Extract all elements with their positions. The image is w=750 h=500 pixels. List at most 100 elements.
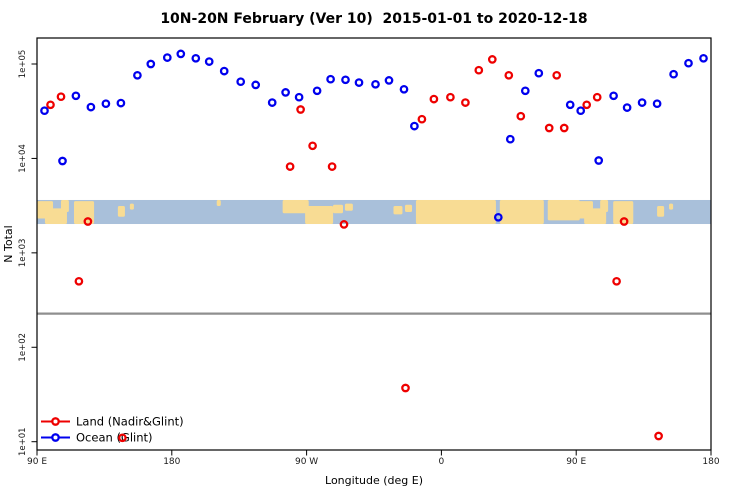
ocean-data-point bbox=[609, 91, 618, 101]
y-tick-label: 1e+03 bbox=[18, 239, 28, 268]
map-land-patch bbox=[305, 205, 334, 225]
ocean-data-point bbox=[341, 75, 350, 85]
land-data-point bbox=[582, 100, 592, 110]
x-tick-label: 90 E bbox=[27, 457, 47, 467]
land-data-point bbox=[46, 100, 55, 110]
y-axis-title: N Total bbox=[2, 225, 15, 262]
x-axis-title: Longitude (deg E) bbox=[325, 474, 423, 487]
map-land-patch bbox=[216, 199, 221, 206]
ocean-data-point bbox=[410, 121, 419, 131]
ocean-data-point bbox=[576, 106, 586, 116]
map-land-patch bbox=[657, 205, 665, 217]
land-data-point bbox=[56, 92, 66, 102]
ocean-data-point bbox=[594, 156, 604, 165]
map-land-patch bbox=[282, 199, 309, 214]
ocean-data-point bbox=[354, 78, 364, 87]
land-data-point bbox=[592, 92, 602, 102]
map-land-patch bbox=[499, 199, 544, 225]
ocean-data-point bbox=[219, 66, 229, 76]
land-data-point bbox=[296, 105, 305, 114]
x-tick-label: 180 bbox=[163, 457, 180, 467]
ocean-data-point bbox=[669, 69, 678, 79]
ocean-data-point bbox=[534, 68, 544, 78]
land-series-points bbox=[46, 55, 663, 443]
legend-ocean-circle-icon bbox=[51, 433, 60, 442]
map-land-patch bbox=[117, 205, 125, 217]
ocean-data-point bbox=[652, 99, 662, 109]
ocean-data-point bbox=[505, 134, 515, 144]
land-data-point bbox=[327, 162, 337, 171]
y-axis: 1e+05 1e+04 1e+03 1e+02 1e+01 bbox=[18, 50, 37, 456]
land-data-point bbox=[552, 70, 562, 80]
map-land-patch bbox=[613, 201, 634, 225]
y-tick-label: 1e+05 bbox=[18, 50, 28, 79]
ocean-data-point bbox=[493, 212, 503, 222]
land-data-point bbox=[619, 217, 629, 226]
land-data-point bbox=[339, 220, 349, 229]
ocean-data-point bbox=[384, 76, 394, 85]
legend-land-circle-icon bbox=[51, 417, 60, 426]
ocean-data-point bbox=[312, 86, 322, 96]
ocean-data-point bbox=[162, 53, 172, 62]
x-tick-label: 0 bbox=[439, 457, 445, 467]
ocean-data-point bbox=[191, 53, 201, 63]
land-data-point bbox=[544, 123, 554, 133]
ocean-data-point bbox=[86, 102, 96, 112]
map-land-patch bbox=[669, 203, 674, 210]
land-data-point bbox=[654, 431, 663, 441]
land-data-point bbox=[74, 276, 84, 286]
map-land-patch bbox=[44, 208, 67, 225]
land-data-point bbox=[487, 55, 497, 64]
ocean-data-point bbox=[520, 86, 530, 96]
ocean-data-point bbox=[133, 70, 142, 80]
ocean-data-point bbox=[399, 84, 409, 94]
legend-ocean-label: Ocean (Glint) bbox=[76, 431, 153, 445]
map-land-patch bbox=[415, 199, 496, 225]
x-axis: 90 E 180 90 W 0 90 E 180 bbox=[27, 450, 720, 467]
ocean-data-point bbox=[371, 79, 380, 89]
world-map-band bbox=[37, 199, 711, 225]
ocean-data-point bbox=[267, 98, 277, 107]
land-data-point bbox=[429, 94, 439, 104]
map-land-patch bbox=[600, 199, 609, 212]
map-land-patch bbox=[393, 205, 403, 215]
land-data-point bbox=[559, 123, 569, 133]
ocean-data-point bbox=[326, 74, 335, 84]
land-data-point bbox=[461, 98, 470, 107]
ocean-data-point bbox=[565, 100, 575, 110]
land-data-point bbox=[504, 70, 514, 80]
y-tick-label: 1e+01 bbox=[18, 427, 28, 456]
chart-title: 10N-20N February (Ver 10) 2015-01-01 to … bbox=[160, 11, 587, 27]
ocean-data-point bbox=[699, 53, 708, 63]
map-land-patch bbox=[332, 204, 343, 214]
map-land-patch bbox=[129, 203, 134, 210]
map-ocean bbox=[37, 199, 711, 225]
ocean-data-point bbox=[637, 98, 647, 107]
ocean-series-points bbox=[40, 49, 708, 222]
map-land-patch bbox=[344, 203, 353, 211]
ocean-data-point bbox=[281, 88, 290, 97]
ocean-data-point bbox=[58, 156, 67, 166]
ocean-data-point bbox=[101, 99, 111, 109]
ocean-data-point bbox=[204, 57, 214, 66]
land-data-point bbox=[474, 65, 484, 75]
land-data-point bbox=[516, 111, 526, 121]
ocean-data-point bbox=[116, 98, 126, 108]
x-tick-label: 90 W bbox=[295, 457, 318, 467]
ocean-data-point bbox=[176, 49, 186, 59]
map-land-patch bbox=[60, 199, 69, 212]
plot-border bbox=[36, 37, 712, 451]
y-tick-label: 1e+02 bbox=[18, 333, 28, 362]
x-tick-label: 180 bbox=[702, 457, 719, 467]
land-data-point bbox=[612, 276, 621, 286]
legend: Land (Nadir&Glint) Ocean (Glint) bbox=[41, 415, 184, 445]
land-data-point bbox=[308, 141, 317, 151]
land-data-point bbox=[83, 217, 93, 226]
x-tick-label: 90 E bbox=[566, 457, 586, 467]
land-data-point bbox=[118, 433, 127, 443]
ocean-data-point bbox=[236, 77, 246, 87]
map-land-patch bbox=[405, 204, 413, 212]
ocean-data-point bbox=[251, 80, 261, 90]
ocean-data-point bbox=[146, 59, 156, 69]
